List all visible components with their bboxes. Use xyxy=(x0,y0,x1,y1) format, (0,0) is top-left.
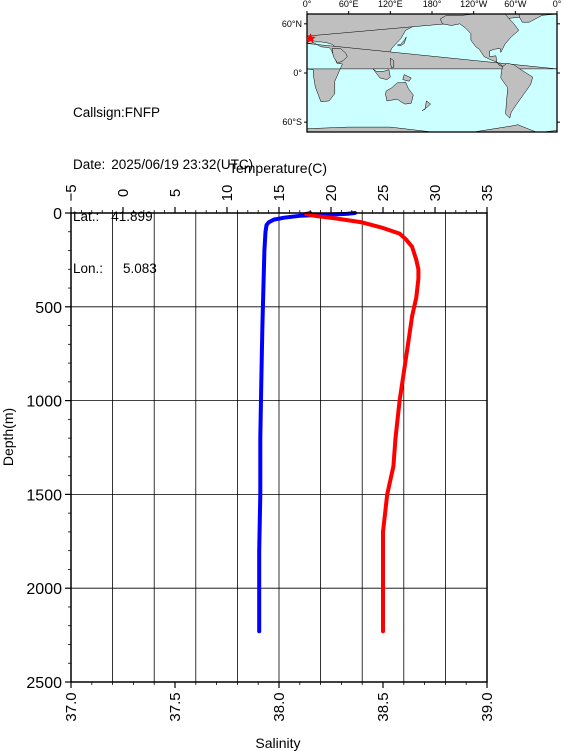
land-south-america xyxy=(500,62,533,119)
land-new-zealand xyxy=(422,100,431,111)
y-tick-label: 1500 xyxy=(26,487,62,504)
y-tick-label: 1000 xyxy=(26,394,62,411)
land-philippines xyxy=(390,57,395,69)
callsign-label: Callsign: xyxy=(73,105,125,120)
y-tick-label: 0 xyxy=(53,206,62,223)
land-australia xyxy=(385,81,414,105)
date-value: 2025/06/19 23:32(UTC) xyxy=(111,157,254,172)
y-tick-label: 2000 xyxy=(26,581,62,598)
map-lon-label: 120°W xyxy=(460,0,488,9)
lon-label: Lon.: xyxy=(73,261,104,276)
top-tick-label: 5 xyxy=(167,189,184,197)
y-tick-label: 2500 xyxy=(26,675,62,692)
land-indonesia xyxy=(372,68,391,80)
top-tick-label: 30 xyxy=(427,185,444,202)
map-lon-label: 120°E xyxy=(378,0,403,9)
map-lat-label: 60°S xyxy=(282,117,302,127)
land-new-guinea xyxy=(402,74,412,82)
callsign-row: Callsign:FNFP xyxy=(73,105,253,121)
top-tick-label: 15 xyxy=(271,185,288,202)
lon-value: 5.083 xyxy=(123,261,157,276)
world-map: 0° 60°E 120°E 180° 120°W 60°W 0° 60°N 0° 60°S xyxy=(282,0,562,133)
map-lon-label: 0° xyxy=(303,0,312,9)
station-marker xyxy=(305,33,316,44)
date-row: Date: 2025/06/19 23:32(UTC) xyxy=(73,157,253,173)
y-tick-label: 500 xyxy=(35,300,62,317)
bottom-tick-label: 37.5 xyxy=(167,692,184,721)
salinity-line xyxy=(304,211,421,634)
map-lon-label: 60°W xyxy=(504,0,527,9)
top-tick-label: 10 xyxy=(219,185,236,202)
date-label: Date: xyxy=(73,157,106,172)
map-lon-label: 180° xyxy=(423,0,442,9)
top-tick-label: −5 xyxy=(63,184,80,201)
bottom-tick-label: 38.5 xyxy=(375,692,392,721)
lon-row: Lon.: 5.083 xyxy=(73,261,253,277)
bottom-axis-title: Salinity xyxy=(255,735,300,751)
map-lon-label: 0° xyxy=(553,0,562,9)
y-axis-title: Depth(m) xyxy=(0,408,16,466)
lat-value: 41.899 xyxy=(111,209,153,224)
land-japan xyxy=(396,36,407,47)
top-tick-label: 0 xyxy=(115,189,132,197)
top-tick-label: 35 xyxy=(479,185,496,202)
station-info: Callsign:FNFP Date: 2025/06/19 23:32(UTC)… xyxy=(73,73,253,293)
land-arabia xyxy=(331,48,348,64)
map-lat-label: 60°N xyxy=(282,19,302,29)
map-lat-label: 0° xyxy=(293,68,302,78)
top-axis-title: Temperature(C) xyxy=(229,160,327,176)
lat-row: Lat.: 41.899 xyxy=(73,209,253,225)
map-lon-label: 60°E xyxy=(339,0,359,9)
plot-series xyxy=(257,211,421,634)
lat-label: Lat.: xyxy=(73,209,100,224)
top-tick-label: 25 xyxy=(375,185,392,202)
callsign-value: FNFP xyxy=(124,105,161,120)
bottom-tick-label: 38.0 xyxy=(271,692,288,721)
bottom-tick-label: 37.0 xyxy=(63,692,80,721)
land-africa xyxy=(306,42,558,102)
temperature-line xyxy=(257,211,357,634)
bottom-tick-label: 39.0 xyxy=(479,692,496,721)
top-tick-label: 20 xyxy=(323,185,340,202)
